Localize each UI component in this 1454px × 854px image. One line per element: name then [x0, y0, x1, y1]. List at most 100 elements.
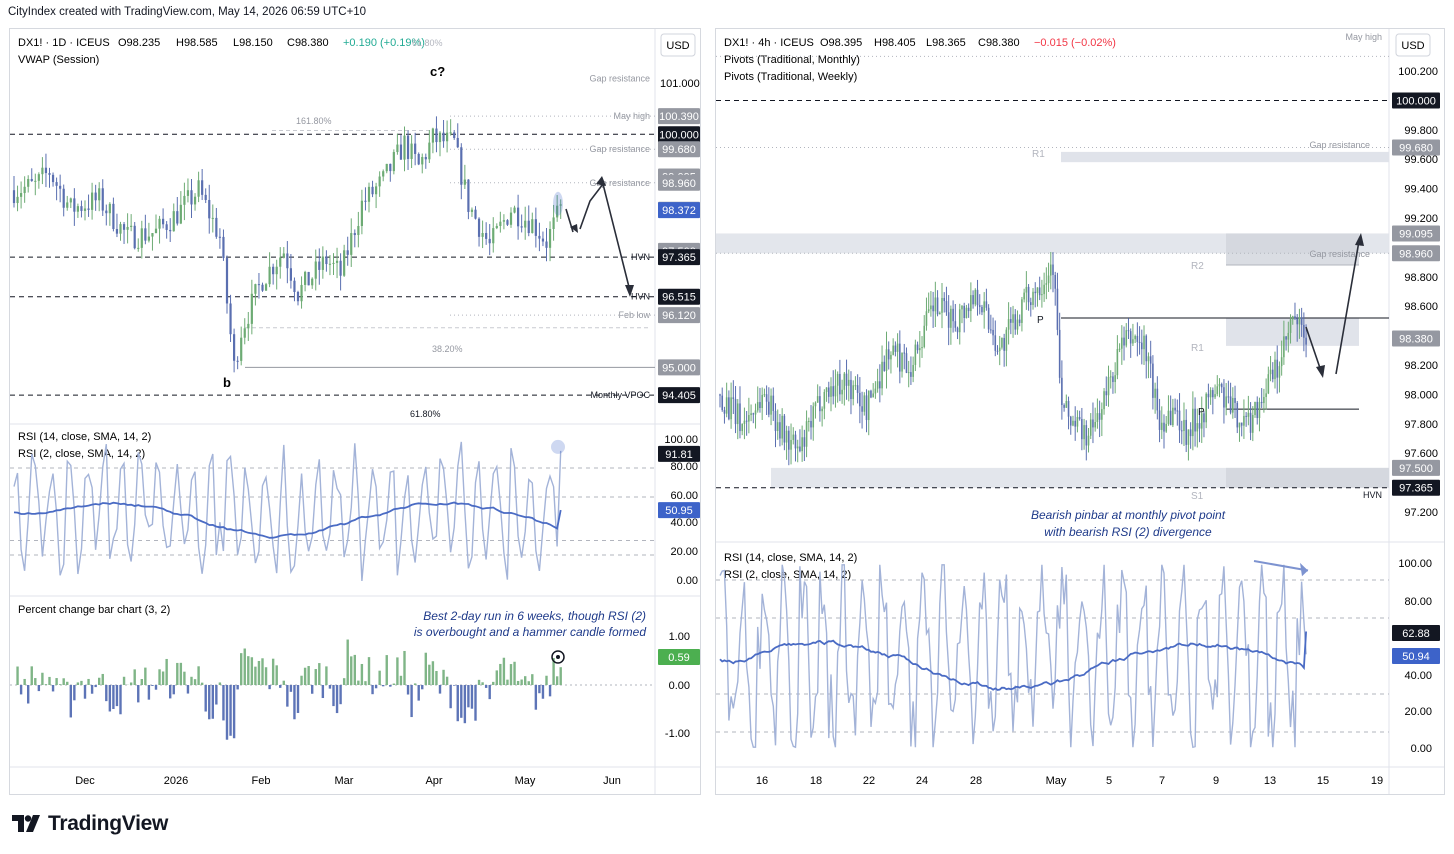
daily-price-tag: 95.000: [662, 362, 696, 374]
candle-body: [517, 207, 520, 227]
candle-body: [1260, 401, 1263, 404]
candle-body: [509, 212, 513, 225]
pct-bar: [30, 666, 33, 685]
candle-body: [1169, 410, 1172, 426]
h4-x-label: May: [1046, 775, 1067, 787]
candle-body: [1134, 335, 1136, 340]
h4-axis-label: 99.600: [1404, 154, 1438, 166]
daily-price-tag: 96.120: [662, 310, 696, 322]
h4-price-tag-bg: [1392, 459, 1440, 476]
pct-bar: [282, 680, 285, 685]
candle-body: [133, 225, 136, 249]
pivot-p-monthly: P: [1037, 315, 1044, 326]
candle-body: [1041, 294, 1043, 296]
candle-body: [887, 349, 890, 360]
pct-bar: [513, 661, 516, 685]
h4-legend-close: C98.380: [978, 37, 1020, 49]
candle-body: [154, 228, 158, 234]
candle-body: [1163, 422, 1165, 432]
may-high-label: May high: [1345, 32, 1382, 42]
candle-body: [1092, 419, 1094, 428]
pct-bar: [545, 675, 548, 685]
candle-body: [952, 308, 954, 322]
candle-body: [832, 386, 835, 397]
path-arrow-2: [579, 182, 631, 292]
candle-body: [823, 391, 826, 409]
rsi2-line: [13, 441, 562, 582]
candle-body: [756, 402, 759, 411]
h4-levels: [716, 55, 1389, 489]
tradingview-logo[interactable]: TradingView: [12, 812, 168, 836]
candle-body: [162, 218, 165, 225]
pct-bar: [236, 685, 239, 690]
daily-x-label: Mar: [335, 775, 354, 787]
candle-body: [856, 385, 859, 393]
candle-body: [814, 402, 817, 407]
candle-body: [1045, 283, 1048, 285]
h4-chart-svg[interactable]: DX1! · 4h · ICEUS O98.395 H98.405 L98.36…: [716, 29, 1444, 794]
candle-body: [841, 389, 843, 395]
candle-body: [1121, 337, 1123, 349]
pct-bar: [80, 680, 83, 685]
candle-body: [357, 226, 360, 236]
candle-body: [950, 308, 952, 328]
candle-body: [867, 390, 870, 421]
candle-body: [938, 312, 941, 315]
daily-chart-panel[interactable]: DX1! · 1D · ICEUS O98.235 H98.585 L98.15…: [9, 28, 701, 795]
candle-body: [934, 297, 937, 312]
candle-body: [392, 152, 395, 172]
candle-body: [37, 174, 40, 181]
h4-legend-high: H98.405: [874, 37, 916, 49]
candle-body: [748, 415, 750, 422]
pct-bar: [332, 685, 335, 707]
pct-bar: [506, 679, 509, 685]
h4-price-tag-bg: [1392, 139, 1440, 156]
currency-label[interactable]: USD: [666, 40, 689, 52]
candle-body: [998, 347, 1001, 352]
candle-body: [987, 307, 990, 330]
pct-bar: [133, 669, 136, 685]
candle-body: [460, 147, 463, 185]
pct-bar: [211, 685, 214, 719]
pct-bar: [431, 661, 435, 685]
candle-body: [825, 387, 828, 392]
h4-currency-label[interactable]: USD: [1401, 40, 1424, 52]
candle-body: [759, 402, 761, 409]
daily-rsi-tag-bg: [658, 445, 700, 462]
pct-bar: [382, 685, 385, 687]
candle-body: [781, 415, 783, 439]
candle-body: [970, 295, 972, 312]
candle-body: [428, 142, 431, 160]
candle-body: [768, 401, 770, 415]
h4-currency-button[interactable]: [1395, 33, 1431, 57]
candle-body: [1178, 410, 1181, 431]
pct-bar: [538, 685, 541, 694]
candle-body: [83, 208, 87, 211]
daily-price-tag: 98.372: [662, 205, 696, 217]
daily-chart-svg[interactable]: DX1! · 1D · ICEUS O98.235 H98.585 L98.15…: [10, 29, 700, 794]
currency-button[interactable]: [660, 33, 696, 57]
candle-body: [321, 256, 324, 270]
daily-price-tag-bg: [658, 202, 700, 219]
candle-body: [1198, 423, 1201, 429]
pct-bar: [158, 669, 161, 685]
candle-body: [502, 220, 505, 222]
h4-price-tag-bg: [1392, 479, 1440, 496]
candle-body: [1172, 407, 1174, 426]
pct-bar: [268, 685, 271, 690]
candle-body: [1189, 429, 1192, 437]
pct-bar: [492, 681, 495, 685]
candle-body: [1078, 416, 1081, 420]
candle-body: [506, 220, 509, 225]
h4-chart-panel[interactable]: DX1! · 4h · ICEUS O98.395 H98.405 L98.36…: [715, 28, 1445, 795]
candle-body: [956, 327, 959, 333]
candle-body: [912, 364, 914, 377]
level-label: Gap resistance: [589, 73, 650, 83]
candle-body: [836, 373, 839, 386]
pct-bar: [215, 685, 218, 705]
candle-body: [947, 312, 950, 328]
rsi14-line: [13, 501, 562, 539]
candle-body: [736, 403, 739, 425]
daily-rsi-tag: 50.95: [665, 505, 693, 517]
candle-body: [48, 173, 51, 175]
